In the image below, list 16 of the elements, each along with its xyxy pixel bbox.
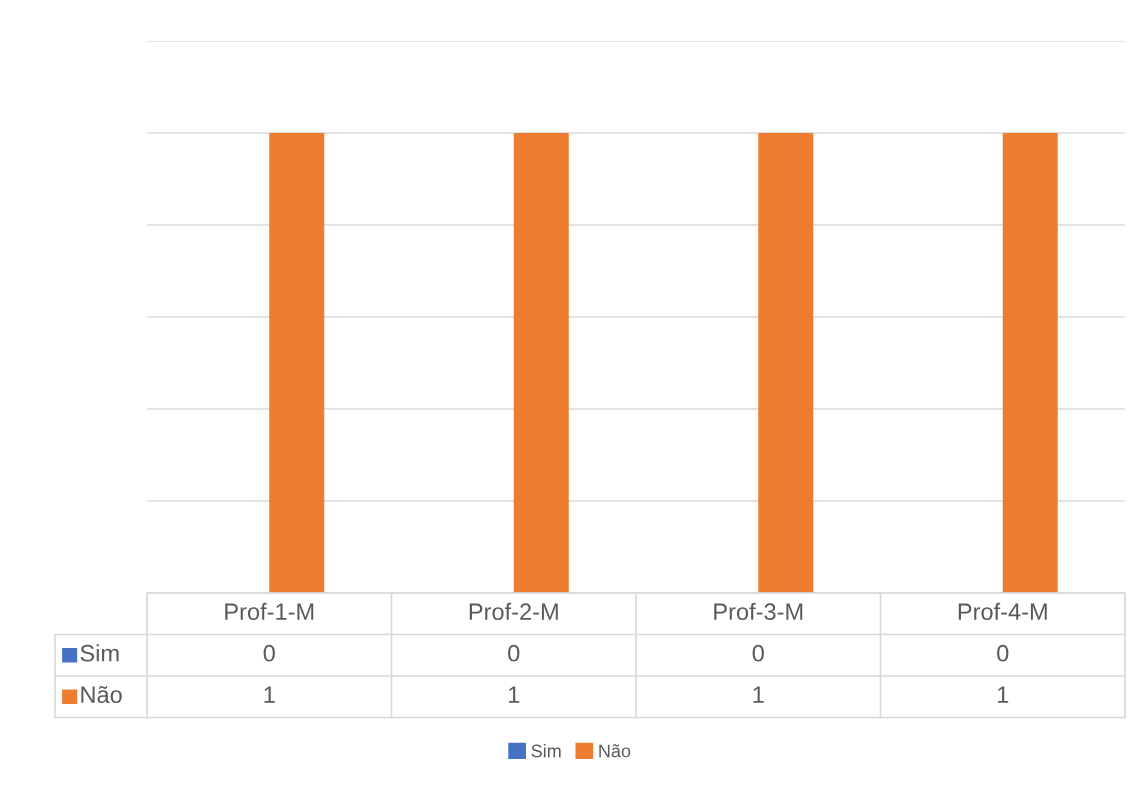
x-tick-label: Prof-1-M <box>225 602 314 621</box>
data-label: 0 <box>752 644 764 662</box>
legend-label: Sim <box>80 644 119 662</box>
data-label: 1 <box>264 686 275 703</box>
text: Sim <box>531 744 561 758</box>
text: Não <box>81 685 122 704</box>
x-tick-label: Prof-2-M <box>469 602 558 621</box>
data-label: 1 <box>508 686 520 703</box>
x-tick-label: Prof-3-M <box>714 602 803 621</box>
data-label: 1 <box>997 686 1009 703</box>
data-label: 0 <box>508 644 520 662</box>
data-label: 1 <box>753 686 764 703</box>
data-label: 0 <box>263 644 275 662</box>
legend-label: Não <box>599 744 631 758</box>
data-label: 0 <box>997 644 1009 662</box>
x-tick-label: Prof-4-M <box>958 602 1047 621</box>
